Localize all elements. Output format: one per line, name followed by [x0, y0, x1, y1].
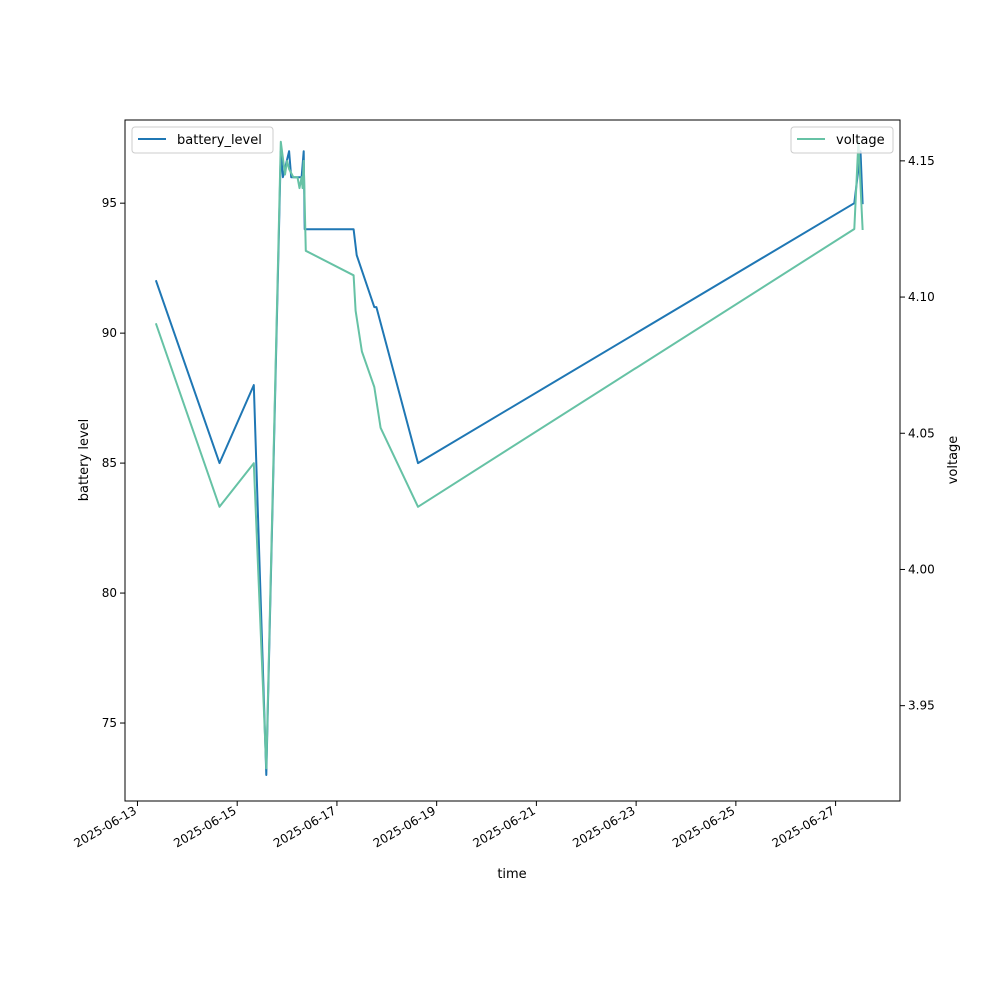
legend-right-label: voltage — [836, 133, 885, 148]
legend-right-box — [790, 126, 894, 154]
series-line-voltage — [154, 140, 864, 770]
x-tick-label: 2025-06-25 — [670, 803, 737, 850]
plot-background — [125, 120, 900, 801]
y-tick-label: 85 — [102, 456, 117, 470]
y2-axis-title: voltage — [946, 436, 961, 485]
y2-tick-label: 4.05 — [908, 426, 935, 440]
y2-tick-label: 4.10 — [908, 290, 935, 304]
plot-frame — [124, 119, 901, 802]
legend-right: voltage — [790, 126, 894, 154]
y2-tick-label: 4.00 — [908, 562, 935, 576]
legend-left-label: battery_level — [177, 133, 262, 148]
y-axis-title: battery level — [77, 419, 92, 502]
y-axis-ticks: 75 80 85 90 95 — [102, 196, 125, 730]
y-tick-label: 90 — [102, 326, 117, 340]
x-tick-label: 2025-06-21 — [470, 803, 537, 850]
legend-left-box — [131, 126, 274, 154]
y2-tick-label: 4.15 — [908, 154, 935, 168]
y2-tick-label: 3.95 — [908, 699, 935, 713]
x-tick-label: 2025-06-23 — [570, 803, 637, 850]
legend-left: battery_level — [131, 126, 274, 154]
y-tick-label: 95 — [102, 196, 117, 210]
x-tick-label: 2025-06-19 — [371, 803, 438, 850]
x-axis-title: time — [497, 867, 526, 882]
x-tick-label: 2025-06-27 — [770, 803, 837, 850]
series-line-battery-level — [154, 150, 864, 776]
y-tick-label: 80 — [102, 586, 117, 600]
y2-axis-ticks: 3.95 4.00 4.05 4.10 4.15 — [900, 154, 935, 713]
x-tick-label: 2025-06-17 — [271, 803, 338, 850]
series-layer — [154, 140, 864, 776]
x-axis-ticks: 2025-06-13 2025-06-15 2025-06-17 2025-06-19… — [72, 801, 837, 850]
x-tick-label: 2025-06-13 — [72, 803, 139, 850]
x-tick-label: 2025-06-15 — [171, 803, 238, 850]
y-tick-label: 75 — [102, 716, 117, 730]
